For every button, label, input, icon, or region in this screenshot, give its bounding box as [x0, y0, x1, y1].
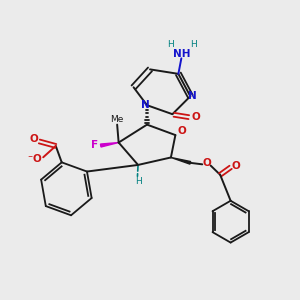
- Polygon shape: [171, 158, 191, 164]
- Text: F: F: [91, 140, 98, 150]
- Text: O: O: [202, 158, 211, 168]
- Text: H: H: [167, 40, 174, 49]
- Text: O: O: [32, 154, 41, 164]
- Text: O: O: [232, 161, 240, 171]
- Text: N: N: [141, 100, 150, 110]
- Text: NH: NH: [173, 49, 191, 59]
- Text: O: O: [178, 127, 186, 136]
- Text: N: N: [188, 91, 197, 101]
- Text: O: O: [191, 112, 200, 122]
- Text: ⁻: ⁻: [28, 154, 33, 164]
- Polygon shape: [100, 142, 118, 147]
- Text: H: H: [135, 177, 141, 186]
- Text: H: H: [190, 40, 197, 49]
- Text: Me: Me: [110, 115, 124, 124]
- Text: O: O: [30, 134, 38, 144]
